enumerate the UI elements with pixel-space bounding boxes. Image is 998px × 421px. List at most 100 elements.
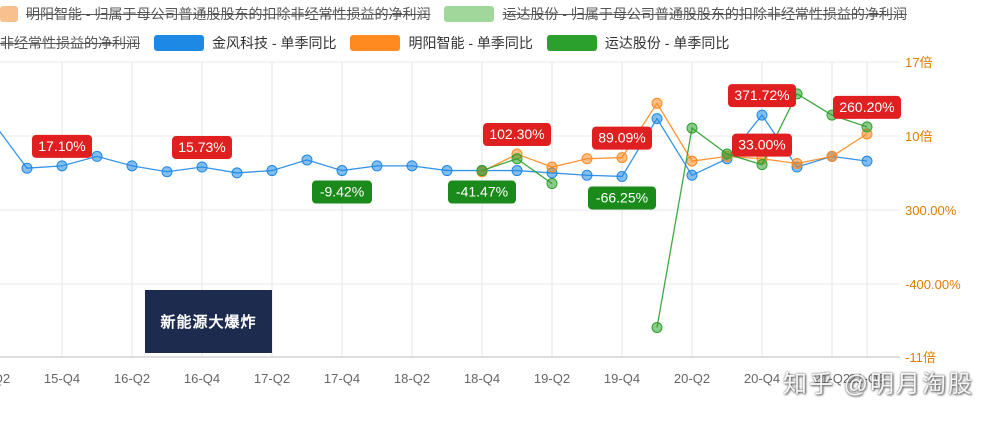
data-label-box bbox=[448, 180, 516, 204]
data-point bbox=[21, 162, 33, 174]
x-tick-label: 18-Q2 bbox=[394, 371, 430, 386]
data-label: -66.25% bbox=[596, 189, 648, 205]
data-point bbox=[336, 165, 348, 177]
legend-item-overflow[interactable]: 非经常性损益的净利润 bbox=[0, 33, 140, 53]
data-label-box bbox=[833, 95, 901, 119]
data-point bbox=[546, 161, 558, 173]
y-tick-label: 300.00% bbox=[905, 203, 957, 218]
legend-row-1: 明阳智能 - 归属于母公司普通股股东的扣除非经常性损益的净利润 运达股份 - 归… bbox=[0, 3, 921, 25]
data-point bbox=[266, 165, 278, 177]
data-label-box bbox=[592, 126, 652, 150]
legend-item-yunda-profit[interactable]: 运达股份 - 归属于母公司普通股股东的扣除非经常性损益的净利润 bbox=[444, 4, 907, 24]
data-point bbox=[686, 169, 698, 181]
data-label: 33.00% bbox=[738, 137, 785, 153]
x-tick-label: 15-Q2 bbox=[0, 371, 10, 386]
data-label-box bbox=[728, 84, 796, 108]
data-point bbox=[581, 169, 593, 181]
data-label-box bbox=[172, 136, 232, 160]
data-label-box bbox=[312, 180, 372, 204]
x-tick-label: 21-Q3 bbox=[849, 371, 885, 386]
data-point bbox=[616, 170, 628, 182]
legend-swatch bbox=[444, 6, 495, 22]
data-point bbox=[56, 160, 68, 172]
data-point bbox=[196, 161, 208, 173]
data-point bbox=[301, 154, 313, 166]
data-point bbox=[861, 155, 873, 167]
legend-swatch bbox=[154, 35, 204, 51]
legend-label: 明阳智能 - 单季同比 bbox=[408, 35, 533, 51]
data-point bbox=[406, 160, 418, 172]
legend-label: 运达股份 - 单季同比 bbox=[604, 35, 730, 51]
series-line-1 bbox=[481, 102, 868, 173]
legend-item-goldwind-yoy[interactable]: 金风科技 - 单季同比 bbox=[154, 33, 336, 53]
legend-row-2: 非经常性损益的净利润 金风科技 - 单季同比 明阳智能 - 单季同比 运达股份 … bbox=[0, 32, 743, 54]
data-label: 15.73% bbox=[178, 139, 225, 155]
data-point bbox=[721, 148, 733, 160]
data-point bbox=[511, 153, 523, 165]
data-point bbox=[756, 159, 768, 171]
legend-item-mingyang-profit[interactable]: 明阳智能 - 归属于母公司普通股股东的扣除非经常性损益的净利润 bbox=[0, 4, 430, 24]
y-tick-label: 10倍 bbox=[905, 129, 932, 144]
x-tick-label: 19-Q2 bbox=[534, 371, 570, 386]
legend-swatch bbox=[546, 35, 597, 51]
legend-label: 明阳智能 - 归属于母公司普通股股东的扣除非经常性损益的净利润 bbox=[26, 6, 431, 22]
data-point bbox=[651, 97, 663, 109]
data-label-box bbox=[32, 134, 92, 158]
logo-text: 新能源大爆炸 bbox=[160, 314, 257, 331]
legend-swatch bbox=[0, 6, 18, 22]
legend-swatch bbox=[350, 35, 401, 51]
y-tick-label: 17倍 bbox=[905, 55, 932, 70]
data-point bbox=[826, 150, 838, 162]
data-point bbox=[791, 157, 803, 169]
watermark: 知乎 @明月淘股 bbox=[782, 371, 974, 398]
data-point bbox=[441, 165, 453, 177]
data-label: 371.72% bbox=[734, 87, 789, 103]
series-line-0 bbox=[0, 114, 868, 178]
x-tick-label: 17-Q2 bbox=[254, 371, 290, 386]
data-point bbox=[861, 121, 873, 133]
data-point bbox=[231, 167, 243, 179]
data-point bbox=[546, 178, 558, 190]
logo: 新能源大爆炸 bbox=[145, 290, 272, 353]
data-label: 17.10% bbox=[38, 138, 85, 154]
data-point bbox=[616, 152, 628, 164]
data-point bbox=[371, 160, 383, 172]
data-point bbox=[686, 122, 698, 134]
data-label: -41.47% bbox=[456, 184, 508, 200]
data-point bbox=[581, 153, 593, 165]
x-tick-label: 18-Q4 bbox=[464, 371, 500, 386]
data-point bbox=[91, 150, 103, 162]
data-point bbox=[651, 113, 663, 125]
y-tick-label: -400.00% bbox=[905, 277, 961, 292]
data-label: 102.30% bbox=[489, 126, 544, 142]
data-label: 260.20% bbox=[839, 99, 894, 115]
legend-item-mingyang-yoy[interactable]: 明阳智能 - 单季同比 bbox=[350, 33, 533, 53]
y-tick-label: -11倍 bbox=[905, 350, 936, 365]
data-label-box bbox=[588, 186, 656, 210]
x-tick-label: 20-Q4 bbox=[744, 371, 780, 386]
legend-label: 金风科技 - 单季同比 bbox=[212, 35, 337, 51]
data-point bbox=[511, 165, 523, 177]
legend-item-yunda-yoy[interactable]: 运达股份 - 单季同比 bbox=[546, 33, 730, 53]
data-label-box bbox=[483, 123, 551, 147]
data-point bbox=[161, 166, 173, 178]
x-tick-label: 15-Q4 bbox=[44, 371, 80, 386]
data-point bbox=[756, 109, 768, 121]
data-point bbox=[126, 160, 138, 172]
x-tick-label: 16-Q4 bbox=[184, 371, 220, 386]
data-point bbox=[651, 322, 663, 333]
legend-label: 非经常性损益的净利润 bbox=[0, 35, 140, 51]
x-tick-label: 21-Q2 bbox=[814, 371, 850, 386]
data-point bbox=[686, 155, 698, 167]
data-label: 89.09% bbox=[598, 130, 645, 146]
legend-label: 运达股份 - 归属于母公司普通股股东的扣除非经常性损益的净利润 bbox=[502, 6, 907, 22]
x-tick-label: 19-Q4 bbox=[604, 371, 640, 386]
x-tick-label: 16-Q2 bbox=[114, 371, 150, 386]
data-point bbox=[476, 165, 488, 177]
x-tick-label: 20-Q2 bbox=[674, 371, 710, 386]
data-label-box bbox=[732, 133, 792, 157]
data-label: -9.42% bbox=[320, 184, 364, 200]
x-tick-label: 17-Q4 bbox=[324, 371, 360, 386]
